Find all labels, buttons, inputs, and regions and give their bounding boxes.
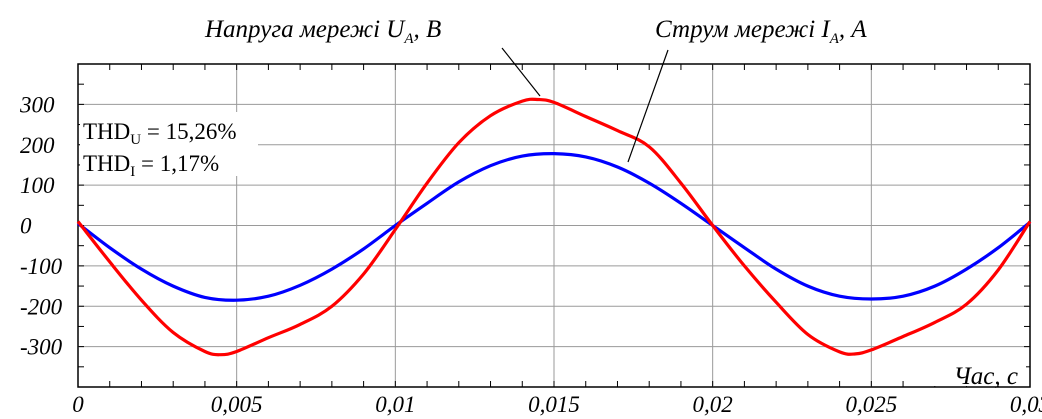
grid: [78, 64, 1030, 387]
x-axis-label: Час, с: [954, 363, 1018, 390]
legend-voltage: Напруга мережі UA, В: [204, 16, 441, 47]
legend-current: Струм мережі IA, А: [655, 16, 867, 47]
legend-leader-current: [627, 49, 669, 163]
x-tick-label: 0: [72, 392, 84, 417]
x-tick-label: 0,025: [845, 392, 897, 417]
thd-voltage: THDU = 15,26%: [83, 119, 237, 148]
x-tick-label: 0,02: [693, 392, 733, 417]
thd-current: THDI = 1,17%: [83, 151, 219, 180]
y-tick-label: -200: [20, 294, 63, 319]
x-tick-label: 0,015: [528, 392, 580, 417]
y-tick-label: 300: [19, 92, 55, 117]
xlabel-background: [930, 360, 1026, 386]
thd-background: [80, 112, 258, 176]
series-line-voltage: [76, 97, 1032, 357]
x-tick-label: 0,03: [1010, 392, 1042, 417]
series-line-current: [77, 151, 1031, 302]
y-tick-label: 200: [20, 133, 55, 158]
y-tick-label: 0: [20, 214, 32, 239]
y-tick-label: -300: [20, 335, 63, 360]
x-tick-label: 0,005: [211, 392, 263, 417]
tick-labels: 0 0,005 0,01 0,015 0,02 0,025 0,03 300 200 100 0 -1…: [19, 92, 1042, 417]
series-layer: [76, 97, 1032, 357]
legend-leader-voltage: [501, 47, 541, 97]
y-tick-label: 100: [20, 173, 55, 198]
y-tick-label: -100: [20, 254, 63, 279]
x-tick-label: 0,01: [375, 392, 415, 417]
